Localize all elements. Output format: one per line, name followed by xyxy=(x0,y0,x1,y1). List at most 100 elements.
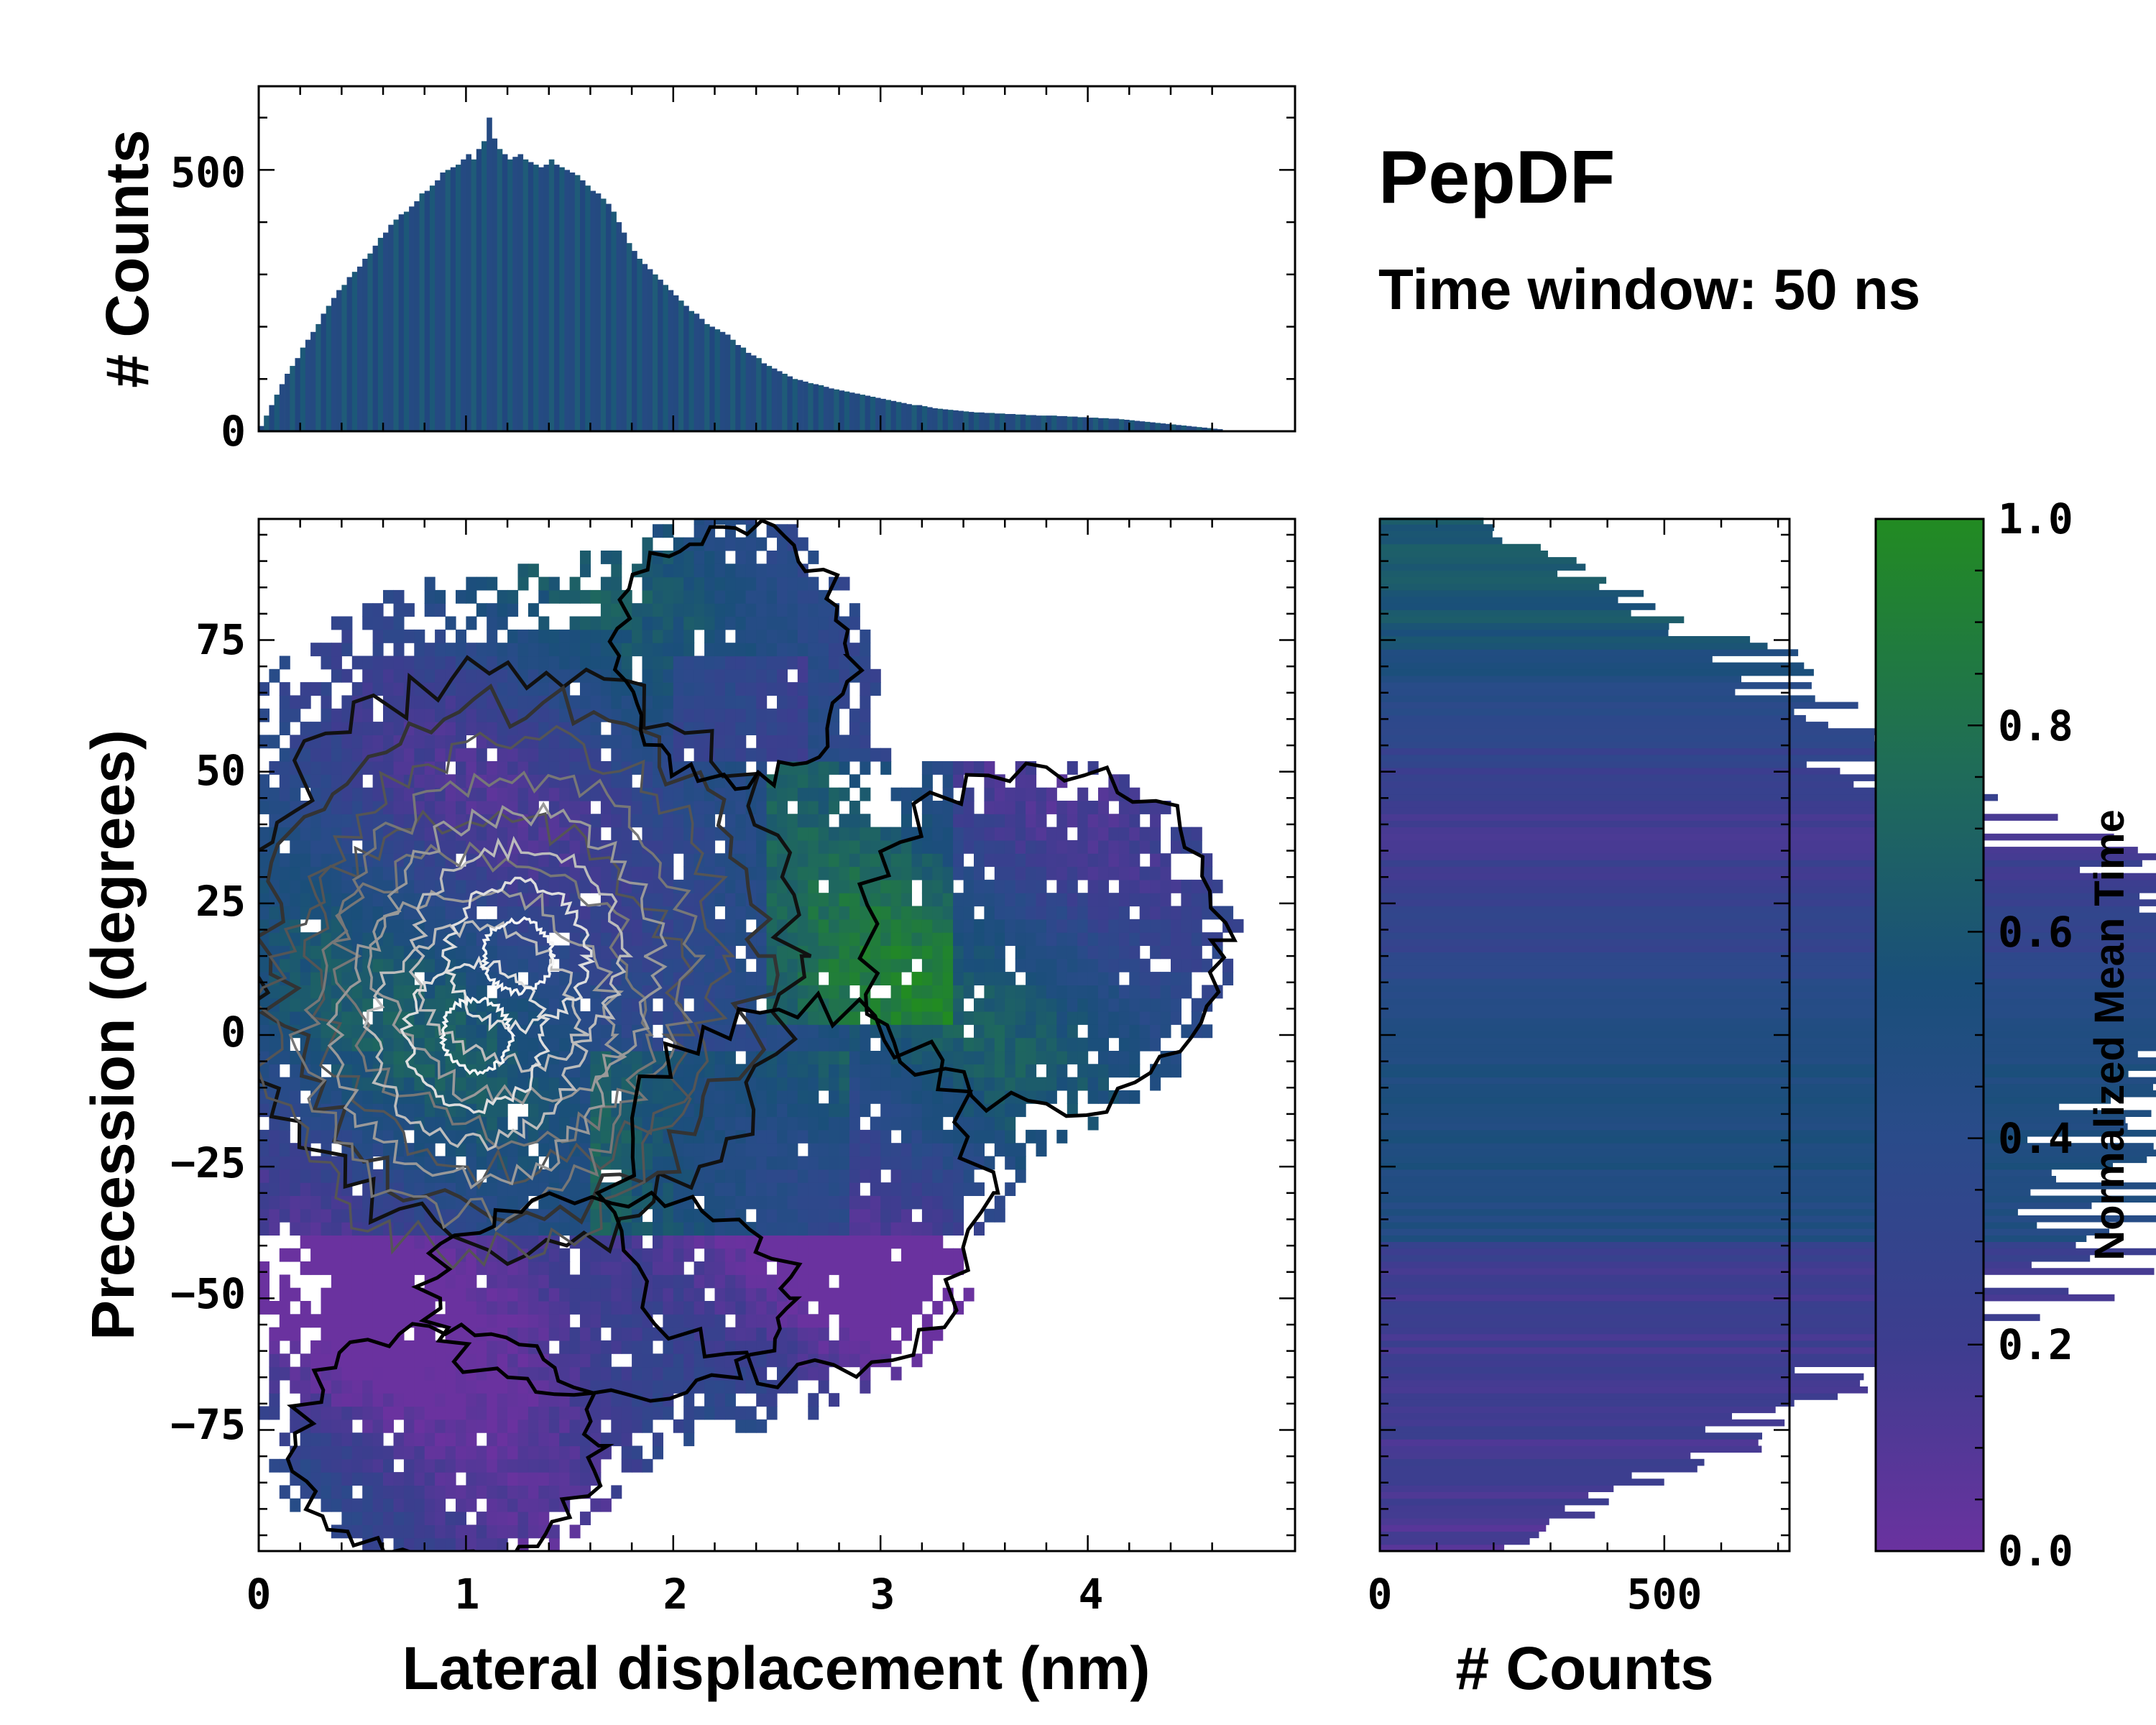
heatmap-cell xyxy=(341,1129,353,1144)
heatmap-cell xyxy=(849,853,860,868)
heatmap-cell xyxy=(839,1248,850,1262)
heatmap-cell xyxy=(1150,919,1161,933)
heatmap-cell xyxy=(808,1222,819,1236)
top-histogram-bar xyxy=(507,159,513,432)
heatmap-cell xyxy=(932,1116,944,1131)
heatmap-cell xyxy=(1181,1024,1192,1039)
heatmap-cell xyxy=(300,879,311,893)
heatmap-cell xyxy=(600,1393,612,1407)
heatmap-cell xyxy=(632,919,643,933)
heatmap-cell xyxy=(663,1222,674,1236)
heatmap-cell xyxy=(559,1287,571,1302)
heatmap-cell xyxy=(497,589,508,604)
heatmap-cell xyxy=(331,879,342,893)
heatmap-cell xyxy=(829,1129,840,1144)
heatmap-cell xyxy=(548,1393,560,1407)
heatmap-cell xyxy=(683,945,695,960)
heatmap-cell xyxy=(984,906,995,920)
heatmap-cell xyxy=(517,722,529,735)
heatmap-cell xyxy=(456,761,466,775)
heatmap-cell xyxy=(880,972,892,985)
heatmap-cell xyxy=(1036,787,1047,801)
heatmap-cell xyxy=(653,1222,663,1236)
heatmap-cell xyxy=(538,1314,550,1328)
heatmap-cell xyxy=(890,1235,902,1249)
top-histogram-bar xyxy=(854,393,860,431)
heatmap-cell xyxy=(818,985,829,999)
heatmap-cell xyxy=(466,1208,477,1223)
heatmap-cell xyxy=(839,1235,850,1249)
heatmap-cell xyxy=(663,1077,674,1091)
top-histogram-bar xyxy=(647,269,653,431)
heatmap-cell xyxy=(839,1116,850,1131)
heatmap-cell xyxy=(611,735,622,749)
heatmap-cell xyxy=(300,972,311,985)
heatmap-cell xyxy=(487,1077,498,1091)
heatmap-cell xyxy=(777,1248,788,1262)
heatmap-cell xyxy=(424,774,436,788)
heatmap-cell xyxy=(487,1261,498,1275)
heatmap-cell xyxy=(942,958,954,972)
heatmap-cell xyxy=(829,1169,840,1183)
heatmap-cell xyxy=(600,1287,612,1302)
heatmap-cell xyxy=(942,1090,954,1104)
heatmap-cell xyxy=(414,1248,425,1262)
heatmap-cell xyxy=(1005,840,1016,854)
heatmap-cell xyxy=(259,1406,270,1420)
heatmap-cell xyxy=(321,1327,332,1341)
heatmap-cell xyxy=(1046,1090,1057,1104)
heatmap-cell xyxy=(1098,893,1109,907)
heatmap-cell xyxy=(714,735,726,749)
heatmap-cell xyxy=(694,1143,705,1157)
heatmap-cell xyxy=(663,787,674,801)
heatmap-cell xyxy=(456,1011,466,1025)
heatmap-cell xyxy=(663,1143,674,1157)
heatmap-cell xyxy=(704,840,716,854)
heatmap-cell xyxy=(1046,840,1057,854)
heatmap-cell xyxy=(351,1011,363,1025)
heatmap-cell xyxy=(766,1353,778,1368)
heatmap-cell xyxy=(290,1077,301,1091)
heatmap-cell xyxy=(1087,853,1099,868)
heatmap-cell xyxy=(290,787,301,801)
heatmap-cell xyxy=(694,708,705,722)
heatmap-cell xyxy=(632,1235,643,1249)
heatmap-cell xyxy=(1005,879,1016,893)
heatmap-cell xyxy=(372,1011,384,1025)
heatmap-cell xyxy=(445,879,456,893)
top-histogram-bar xyxy=(642,264,648,431)
heatmap-cell xyxy=(507,1393,519,1407)
heatmap-cell xyxy=(932,801,944,814)
top-histogram-bar xyxy=(953,410,959,431)
heatmap-cell xyxy=(1056,998,1068,1012)
heatmap-cell xyxy=(269,1116,280,1131)
heatmap-cell xyxy=(797,814,808,828)
heatmap-cell xyxy=(974,1051,985,1064)
heatmap-cell xyxy=(745,1274,757,1289)
heatmap-cell xyxy=(860,1077,871,1091)
heatmap-cell xyxy=(984,1208,995,1223)
top-histogram-bar xyxy=(745,352,752,431)
heatmap-cell xyxy=(403,985,415,999)
heatmap-cell xyxy=(797,879,808,893)
heatmap-cell xyxy=(932,1222,944,1236)
heatmap-cell xyxy=(341,1011,353,1025)
heatmap-cell xyxy=(497,1472,508,1486)
heatmap-cell xyxy=(1108,958,1120,972)
contour-line xyxy=(259,655,812,1266)
heatmap-cell xyxy=(1067,1103,1078,1118)
heatmap-cell xyxy=(393,787,405,801)
heatmap-cell xyxy=(403,1537,415,1551)
heatmap-cell xyxy=(414,1327,425,1341)
heatmap-cell xyxy=(1056,1051,1068,1064)
heatmap-cell xyxy=(673,603,684,617)
heatmap-cell xyxy=(517,1353,529,1368)
top-histogram-bar xyxy=(279,384,285,431)
heatmap-cell xyxy=(890,1090,902,1104)
top-histogram-bar xyxy=(1020,414,1026,431)
heatmap-cell xyxy=(590,985,602,999)
heatmap-cell xyxy=(673,958,684,972)
heatmap-cell xyxy=(797,1064,808,1078)
heatmap-cell xyxy=(766,735,778,749)
heatmap-cell xyxy=(321,1024,332,1039)
